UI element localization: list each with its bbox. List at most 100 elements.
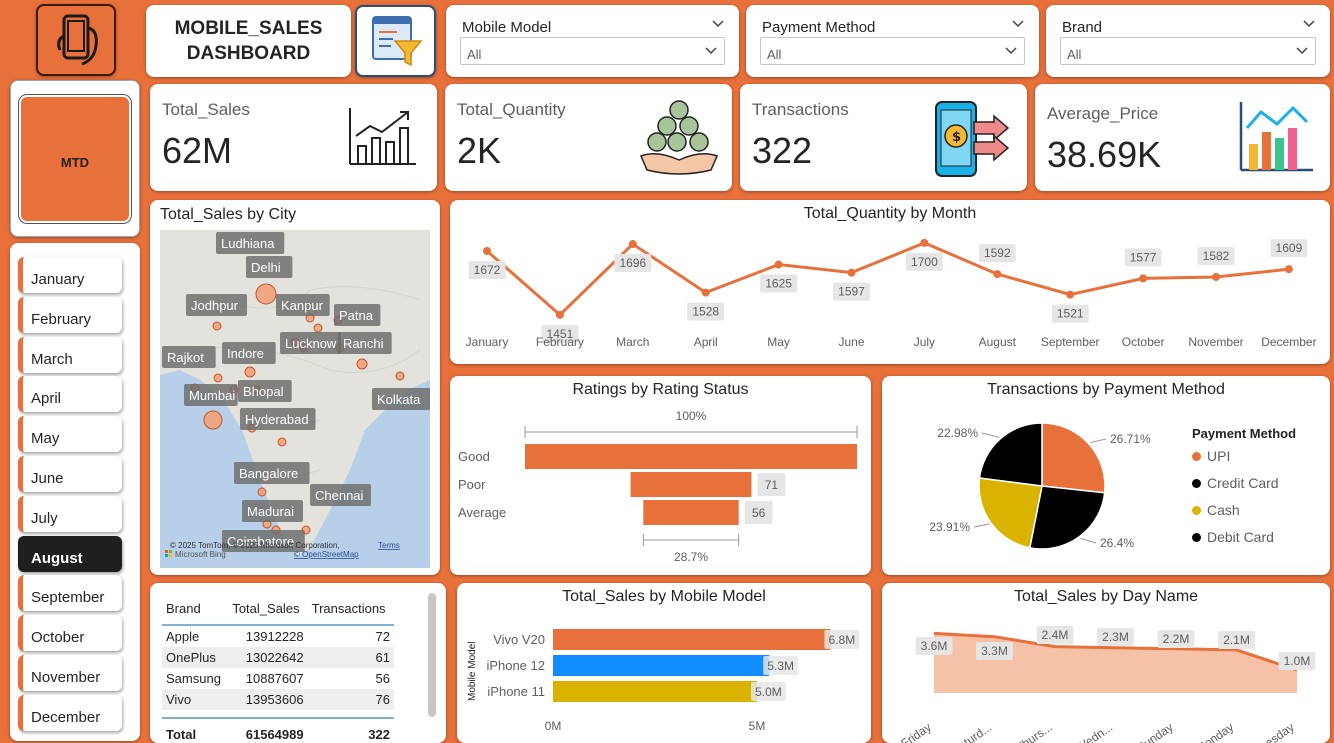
chart-title: Ratings by Rating Status: [572, 381, 749, 398]
map-osm-link[interactable]: © OpenStreetMap: [294, 550, 359, 559]
legend-item[interactable]: Credit Card: [1192, 475, 1279, 491]
column-header[interactable]: Brand: [162, 597, 229, 626]
y-axis-label: Mobile Model: [467, 642, 478, 701]
chevron-down-icon[interactable]: [1302, 17, 1316, 31]
month-button-december[interactable]: December: [18, 694, 122, 731]
month-button-july[interactable]: July: [18, 495, 122, 532]
table-scrollbar[interactable]: [428, 593, 436, 717]
legend-marker: [1192, 533, 1201, 542]
data-point[interactable]: [1212, 272, 1220, 281]
table-row[interactable]: OnePlus 13022642 61: [162, 647, 394, 668]
data-point[interactable]: [628, 240, 637, 249]
bar[interactable]: [630, 472, 752, 497]
city-bubble[interactable]: [213, 373, 223, 383]
svg-text:1582: 1582: [1203, 249, 1230, 263]
table-cell: OnePlus: [162, 647, 229, 668]
table-row[interactable]: Samsung 10887607 56: [162, 668, 394, 689]
slicer-dropdown[interactable]: All: [1060, 37, 1316, 65]
kpi-value: 322: [752, 130, 813, 171]
city-bubble[interactable]: [255, 283, 277, 305]
mtd-button[interactable]: MTD: [19, 95, 131, 223]
city-bubble[interactable]: [244, 366, 256, 378]
svg-text:1.0M: 1.0M: [1284, 654, 1311, 668]
filter-icon-button[interactable]: [355, 5, 436, 77]
data-point[interactable]: [1066, 290, 1075, 299]
legend-item[interactable]: Cash: [1192, 502, 1240, 518]
map-terms-link[interactable]: Terms: [378, 541, 400, 550]
y-tick-label: Poor: [458, 477, 486, 492]
data-point[interactable]: [847, 268, 856, 277]
kpi-transactions: Transactions 322 $: [740, 84, 1027, 191]
legend-marker: [1192, 479, 1201, 488]
pie-slice[interactable]: [978, 422, 1043, 487]
month-button-may[interactable]: May: [18, 416, 122, 453]
chart-title: Transactions by Payment Method: [987, 381, 1225, 398]
legend-item[interactable]: Debit Card: [1192, 529, 1274, 545]
data-point[interactable]: [1284, 265, 1293, 274]
x-tick-label: Monday: [1193, 720, 1236, 743]
bar[interactable]: [553, 655, 770, 676]
pie-slice[interactable]: [978, 477, 1043, 549]
pie-slice[interactable]: [1028, 485, 1106, 550]
svg-text:Kolkata: Kolkata: [377, 392, 421, 407]
svg-text:Hyderabad: Hyderabad: [245, 412, 309, 427]
slicer-dropdown[interactable]: All: [460, 37, 725, 65]
bar[interactable]: [553, 629, 831, 650]
data-point[interactable]: [701, 288, 710, 297]
month-button-november[interactable]: November: [18, 655, 122, 691]
bar[interactable]: [525, 444, 857, 469]
month-button-february[interactable]: February: [18, 296, 122, 333]
data-point[interactable]: [1139, 274, 1148, 283]
data-label: 1700: [905, 252, 943, 271]
table-cell: 13912228: [245, 629, 304, 644]
month-button-january[interactable]: January: [18, 257, 122, 293]
city-bubble[interactable]: [313, 323, 323, 333]
city-bubble[interactable]: [395, 371, 405, 381]
table-header-row: Brand Total_Sales Transactions: [162, 597, 394, 626]
table-cell: Total: [162, 717, 229, 743]
slicer-mobile-model[interactable]: Mobile Model All: [446, 5, 739, 77]
column-header[interactable]: Total_Sales: [228, 597, 308, 626]
bar[interactable]: [643, 500, 739, 525]
month-button-march[interactable]: March: [18, 336, 122, 373]
city-bubble[interactable]: [203, 410, 223, 430]
data-label: 3.3M: [976, 642, 1013, 660]
data-point[interactable]: [774, 260, 783, 269]
bar[interactable]: [553, 681, 757, 702]
data-point[interactable]: [993, 270, 1002, 279]
table-cell: 61564989: [228, 717, 308, 743]
month-button-october[interactable]: October: [18, 615, 122, 652]
data-label: 1451: [541, 324, 579, 343]
chevron-down-icon[interactable]: [1011, 17, 1025, 31]
slicer-brand[interactable]: Brand All: [1046, 5, 1330, 77]
month-button-april[interactable]: April: [18, 376, 122, 413]
pie-slice[interactable]: [1041, 422, 1106, 494]
x-tick-label: December: [1261, 335, 1316, 349]
data-point[interactable]: [555, 310, 564, 319]
city-label: Kanpur: [276, 294, 330, 316]
chevron-down-icon[interactable]: [711, 17, 725, 31]
city-bubble[interactable]: [212, 321, 222, 331]
city-bubble[interactable]: [277, 437, 287, 447]
table-row[interactable]: Apple 13912228 72: [162, 625, 394, 647]
data-label: 5.0M: [751, 682, 786, 701]
legend-item[interactable]: UPI: [1192, 448, 1230, 464]
slicer-payment-method[interactable]: Payment Method All: [746, 5, 1039, 77]
city-bubble[interactable]: [257, 487, 267, 497]
month-button-september[interactable]: September: [18, 575, 122, 612]
column-header[interactable]: Transactions: [307, 597, 394, 626]
chart-ratings-by-status: Ratings by Rating Status 100% Good Poor 71 A…: [450, 376, 871, 575]
city-bubble[interactable]: [356, 358, 368, 370]
month-button-august[interactable]: August: [18, 535, 122, 572]
data-point[interactable]: [920, 238, 929, 247]
city-label: Bangalore: [234, 462, 310, 484]
svg-text:Rajkot: Rajkot: [167, 350, 204, 365]
data-label: 1528: [687, 302, 725, 321]
x-tick-label: 5M: [749, 719, 766, 733]
data-label: 1672: [468, 260, 506, 279]
table-row[interactable]: Vivo 13953606 76: [162, 689, 394, 710]
data-point[interactable]: [483, 246, 491, 255]
slicer-dropdown[interactable]: All: [760, 37, 1025, 65]
month-button-june[interactable]: June: [18, 456, 122, 492]
